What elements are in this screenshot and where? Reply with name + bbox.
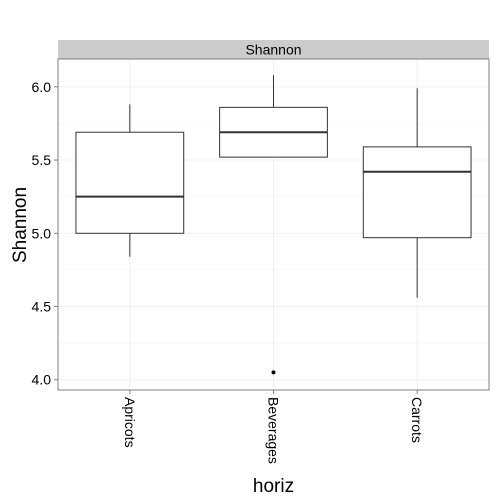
x-tick-label: Carrots <box>409 397 425 443</box>
box-apricots <box>75 104 185 257</box>
y-tick-label: 4.0 <box>32 372 52 388</box>
x-axis: Apricots Beverages Carrots <box>122 390 425 464</box>
box-beverages <box>219 75 328 375</box>
y-tick-label: 6.0 <box>32 79 52 95</box>
y-tick-label: 5.5 <box>32 152 52 168</box>
x-tick-label: Apricots <box>122 397 138 448</box>
box-carrots <box>362 88 472 298</box>
y-tick-label: 5.0 <box>32 225 52 241</box>
y-axis: 4.0 4.5 5.0 5.5 6.0 <box>32 79 58 388</box>
x-axis-title: horiz <box>253 476 294 497</box>
outlier-point <box>271 370 276 375</box>
x-tick-label: Beverages <box>266 397 282 464</box>
iqr-box <box>75 131 185 234</box>
y-tick-label: 4.5 <box>32 299 52 315</box>
facet-strip <box>58 40 489 59</box>
boxes-layer <box>75 75 472 375</box>
y-axis-title: Shannon <box>10 187 31 263</box>
iqr-box <box>362 146 472 239</box>
facet-label: Shannon <box>245 42 301 58</box>
